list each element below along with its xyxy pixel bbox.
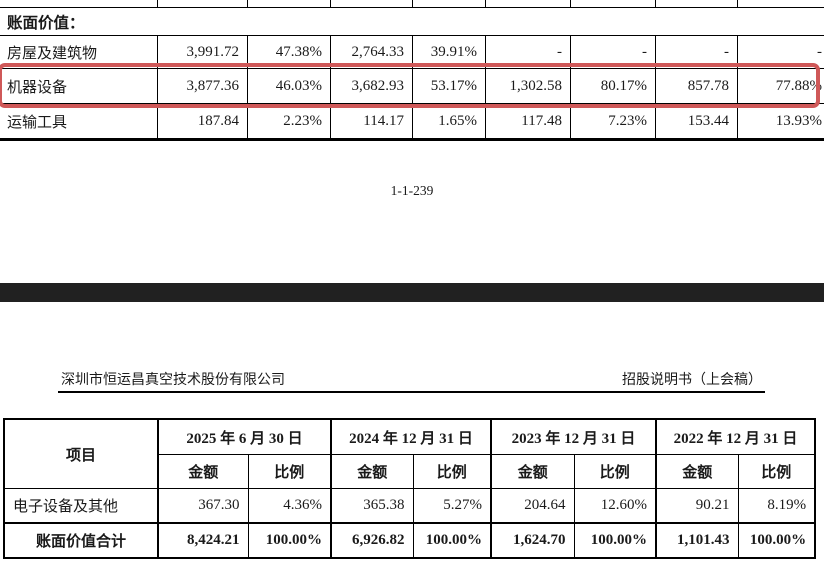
table-row: 运输工具 187.84 2.23% 114.17 1.65% 117.48 7.… xyxy=(0,103,824,141)
column-header-ratio: 比例 xyxy=(247,454,332,489)
table-cell: 2.23% xyxy=(247,103,331,141)
table-cell: 100.00% xyxy=(573,522,657,559)
table-cell: 367.30 xyxy=(157,488,249,524)
column-header-amount: 金额 xyxy=(157,454,249,489)
table-cell: 3,877.36 xyxy=(157,68,248,104)
table-cell xyxy=(330,0,413,8)
table-cell xyxy=(247,0,331,8)
table-row-highlighted: 机器设备 3,877.36 46.03% 3,682.93 53.17% 1,3… xyxy=(0,68,824,104)
table-row: 房屋及建筑物 3,991.72 47.38% 2,764.33 39.91% -… xyxy=(0,35,824,69)
table-cell: 5.27% xyxy=(412,488,492,524)
company-name-header: 深圳市恒运昌真空技术股份有限公司 xyxy=(61,373,285,388)
column-header-amount: 金额 xyxy=(655,454,739,489)
table-cell xyxy=(0,0,158,8)
table-cell xyxy=(570,0,656,8)
table-cell: 187.84 xyxy=(157,103,248,141)
table-cell: 13.93% xyxy=(737,103,824,141)
table-header-row-periods: 项目 2025 年 6 月 30 日 2024 年 12 月 31 日 2023… xyxy=(3,418,816,489)
column-header-ratio: 比例 xyxy=(573,454,657,489)
table-cell: 47.38% xyxy=(247,35,331,69)
table-cell: 53.17% xyxy=(412,68,486,104)
column-header-ratio: 比例 xyxy=(412,454,492,489)
section-label: 账面价值： xyxy=(0,7,824,36)
period-header: 2023 年 12 月 31 日 xyxy=(490,418,657,455)
table-cell xyxy=(412,0,486,8)
table-cell: 8,424.21 xyxy=(157,522,249,559)
table-cell: 80.17% xyxy=(570,68,656,104)
table-cell: 117.48 xyxy=(485,103,571,141)
row-label-total: 账面价值合计 xyxy=(3,522,159,559)
table-cell: 6,926.82 xyxy=(330,522,414,559)
table-cell: 8.19% xyxy=(737,488,816,524)
table-cell: 12.60% xyxy=(573,488,657,524)
column-header-amount: 金额 xyxy=(490,454,575,489)
book-value-table-page2: 项目 2025 年 6 月 30 日 2024 年 12 月 31 日 2023… xyxy=(3,418,817,559)
table-cell: 1,624.70 xyxy=(490,522,575,559)
table-cell xyxy=(485,0,571,8)
document-title-header: 招股说明书（上会稿） xyxy=(622,373,762,388)
table-cell xyxy=(655,0,738,8)
table-cell: 1,302.58 xyxy=(485,68,571,104)
table-row: 电子设备及其他 367.30 4.36% 365.38 5.27% 204.64… xyxy=(3,488,816,524)
table-cell: 77.88% xyxy=(737,68,824,104)
table-cell: 1.65% xyxy=(412,103,486,141)
table-cell: 153.44 xyxy=(655,103,738,141)
table-cell: 2,764.33 xyxy=(330,35,413,69)
column-header-item: 项目 xyxy=(3,418,159,489)
table-cell: 90.21 xyxy=(655,488,739,524)
period-header: 2025 年 6 月 30 日 xyxy=(156,418,332,455)
table-cell: 100.00% xyxy=(247,522,332,559)
table-cell: 857.78 xyxy=(655,68,738,104)
table-cell: 100.00% xyxy=(412,522,492,559)
table-cell: 7.23% xyxy=(570,103,656,141)
table-cell: 46.03% xyxy=(247,68,331,104)
row-label: 电子设备及其他 xyxy=(3,488,159,524)
table-cell: - xyxy=(570,35,656,69)
header-rule xyxy=(58,391,765,393)
table-section-row: 账面价值： xyxy=(0,7,824,36)
table-cell: - xyxy=(655,35,738,69)
table-header-row-measures: 金额 比例 金额 比例 金额 比例 金额 比例 xyxy=(4,454,816,489)
table-row-clipped xyxy=(0,0,824,8)
table-cell: 100.00% xyxy=(737,522,816,559)
table-cell xyxy=(157,0,248,8)
row-label: 房屋及建筑物 xyxy=(0,35,158,69)
table-cell: 204.64 xyxy=(490,488,575,524)
table-cell xyxy=(737,0,824,8)
table-cell: - xyxy=(737,35,824,69)
column-header-amount: 金额 xyxy=(330,454,414,489)
column-header-ratio: 比例 xyxy=(737,454,816,489)
page-separator-bar xyxy=(0,283,824,302)
table-cell: - xyxy=(485,35,571,69)
table-cell: 3,682.93 xyxy=(330,68,413,104)
table-cell: 4.36% xyxy=(247,488,332,524)
period-header: 2022 年 12 月 31 日 xyxy=(655,418,816,455)
table-cell: 3,991.72 xyxy=(157,35,248,69)
table-cell: 39.91% xyxy=(412,35,486,69)
table-cell: 114.17 xyxy=(330,103,413,141)
table-total-row: 账面价值合计 8,424.21 100.00% 6,926.82 100.00%… xyxy=(3,522,816,559)
period-header: 2024 年 12 月 31 日 xyxy=(330,418,492,455)
page-number: 1-1-239 xyxy=(390,183,434,198)
row-label: 运输工具 xyxy=(0,103,158,141)
table-cell: 1,101.43 xyxy=(655,522,739,559)
book-value-table-page1: 账面价值： 房屋及建筑物 3,991.72 47.38% 2,764.33 39… xyxy=(0,0,824,141)
row-label: 机器设备 xyxy=(0,68,158,104)
table-cell: 365.38 xyxy=(330,488,414,524)
